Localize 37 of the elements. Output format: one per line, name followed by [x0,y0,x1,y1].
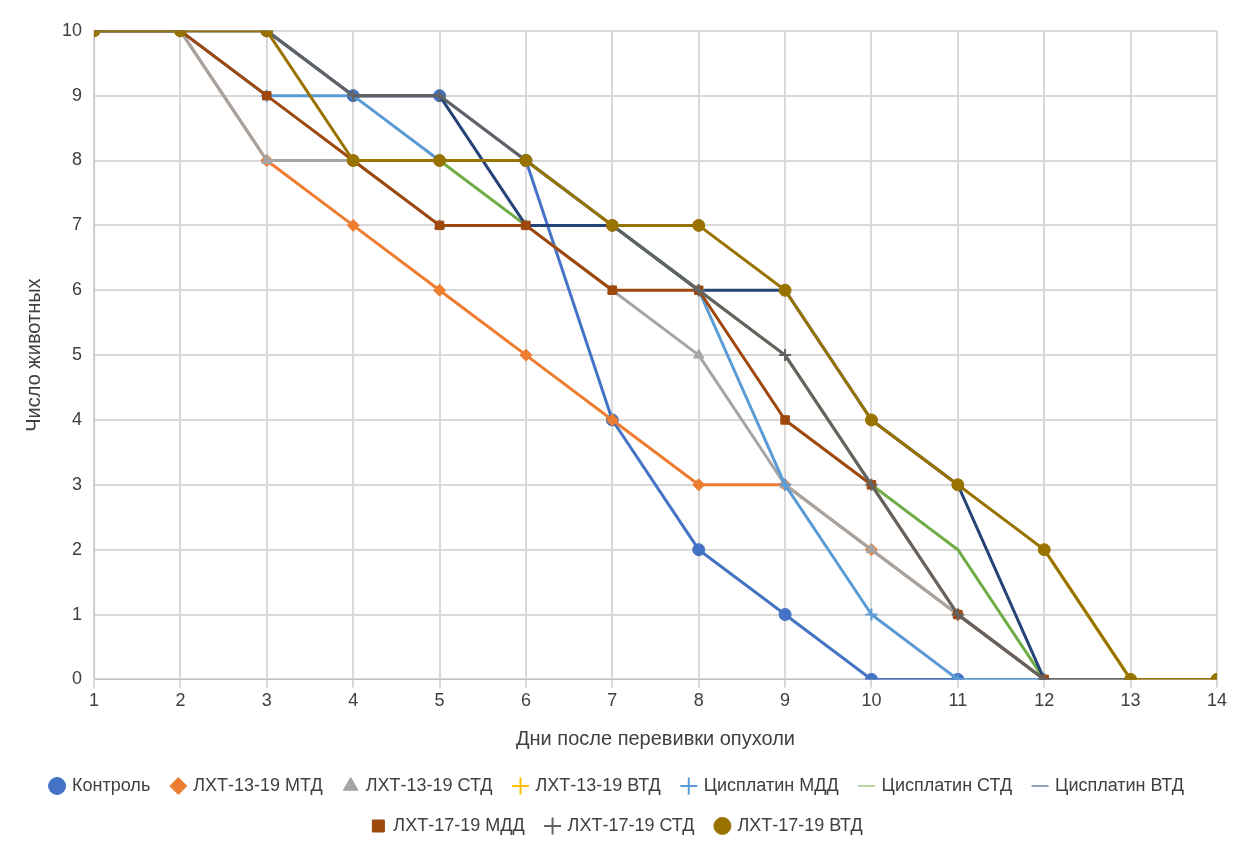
y-tick-label: 3 [72,473,83,494]
legend-label: Цисплатин ВТД [1055,774,1184,795]
legend-label: Цисплатин СТД [881,774,1013,795]
x-tick-label: 14 [1206,690,1228,711]
y-tick-label: 2 [72,538,83,559]
x-tick-label: 11 [948,690,968,711]
legend-label: ЛХТ-17-19 СТД [567,814,695,835]
legend-label: ЛХТ-17-19 ВТД [737,814,863,835]
x-tick-label: 6 [520,690,531,711]
y-tick-label: 4 [72,408,83,429]
legend-label: ЛХТ-13-19 МТД [193,774,323,795]
x-tick-label: 7 [607,690,618,711]
legend-label: Цисплатин МДД [703,774,839,795]
y-tick-label: 6 [72,279,83,300]
x-tick-label: 13 [1120,690,1141,711]
x-tick-label: 1 [89,690,100,711]
y-tick-label: 0 [72,668,83,689]
y-tick-label: 9 [72,84,83,105]
x-tick-label: 9 [780,690,791,711]
y-axis-title: Число животных [21,278,44,432]
x-tick-label: 10 [861,690,882,711]
x-tick-label: 3 [261,690,272,711]
x-tick-label: 2 [175,690,186,711]
legend-label: Контроль [72,774,151,795]
x-tick-label: 4 [348,690,359,711]
y-tick-label: 5 [72,344,83,365]
x-tick-label: 8 [693,690,704,711]
x-tick-label: 5 [434,690,445,711]
y-tick-label: 7 [72,214,83,235]
x-tick-label: 12 [1034,690,1055,711]
legend-label: ЛХТ-13-19 СТД [365,774,493,795]
legend-label: ЛХТ-13-19 ВТД [535,774,661,795]
y-tick-label: 10 [61,19,83,40]
legend-label: ЛХТ-17-19 МДД [393,814,525,835]
y-tick-label: 8 [72,149,83,170]
x-axis-title: Дни после перевивки опухоли [516,726,795,749]
y-tick-label: 1 [72,603,83,624]
